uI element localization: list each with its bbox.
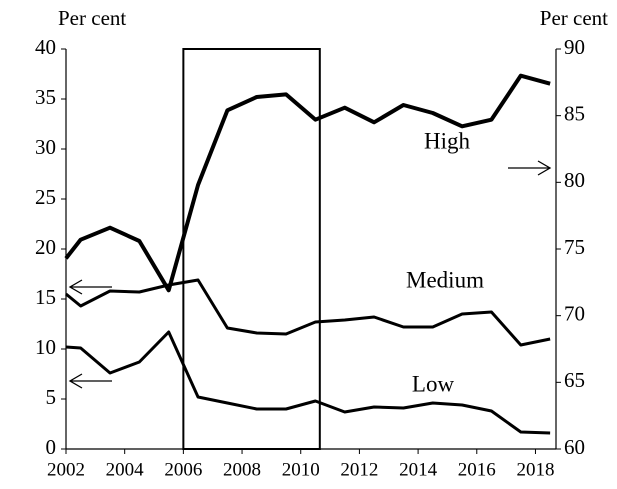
x-tick-label: 2004 <box>106 459 145 480</box>
y2-tick-label: 80 <box>564 168 585 192</box>
series-line <box>64 73 551 293</box>
y2-tick-label: 65 <box>564 368 585 392</box>
y-tick-label: 15 <box>35 285 56 309</box>
y-tick-label: 0 <box>46 435 57 459</box>
series-label: Low <box>412 371 455 396</box>
x-tick-label: 2010 <box>282 459 320 480</box>
y-tick-label: 35 <box>35 85 56 109</box>
x-tick-label: 2002 <box>47 459 85 480</box>
y-tick-label: 40 <box>35 35 56 59</box>
y2-tick-label: 70 <box>564 301 585 325</box>
x-tick-label: 2018 <box>516 459 554 480</box>
x-tick-label: 2016 <box>458 459 496 480</box>
series-label: High <box>424 128 471 153</box>
y-tick-label: 5 <box>46 385 57 409</box>
y2-tick-label: 75 <box>564 235 585 259</box>
x-tick-label: 2014 <box>399 459 438 480</box>
y-tick-label: 25 <box>35 185 56 209</box>
y2-tick-label: 85 <box>564 101 585 125</box>
y2-tick-label: 60 <box>564 435 585 459</box>
series-label: Medium <box>406 267 484 292</box>
arrow-high <box>508 160 552 176</box>
arrow-low <box>68 373 112 389</box>
arrow-medium <box>68 279 112 295</box>
highlight-box <box>182 48 321 450</box>
series-line <box>65 278 551 347</box>
y-tick-label: 10 <box>35 335 56 359</box>
x-tick-label: 2012 <box>340 459 378 480</box>
y-tick-label: 20 <box>35 235 56 259</box>
y2-tick-label: 90 <box>564 35 585 59</box>
series-line <box>65 330 551 435</box>
y-tick-label: 30 <box>35 135 56 159</box>
arrows <box>68 160 552 389</box>
x-tick-label: 2006 <box>164 459 202 480</box>
x-tick-label: 2008 <box>223 459 261 480</box>
y-axis-label: Per cent <box>58 6 126 30</box>
y2-axis-label: Per cent <box>540 6 608 30</box>
